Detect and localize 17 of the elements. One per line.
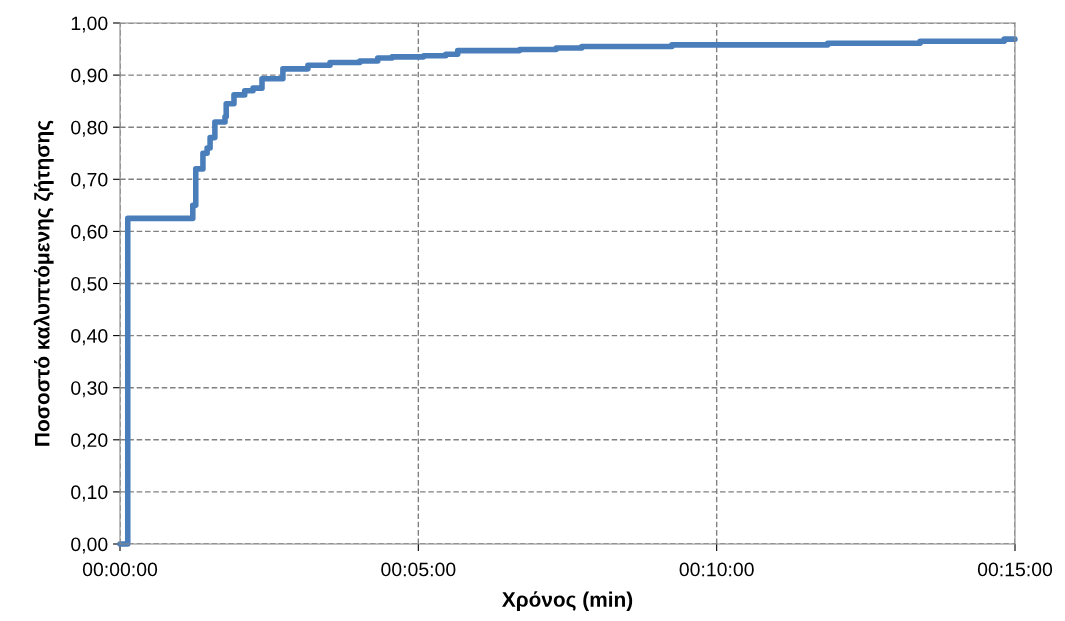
x-axis-title: Χρόνος (min) — [502, 591, 633, 611]
x-tick-label: 00:10:00 — [679, 562, 754, 577]
y-tick-label: 0,30 — [71, 381, 108, 398]
y-tick-label: 0,60 — [71, 224, 108, 241]
y-tick-label: 0,80 — [71, 120, 108, 137]
y-tick-label: 0,10 — [71, 485, 108, 502]
y-tick-label: 0,50 — [71, 276, 108, 294]
y-tick-label: 0,40 — [71, 329, 108, 346]
y-tick-label: 0,00 — [71, 537, 108, 554]
y-tick-label: 1,00 — [71, 16, 108, 33]
x-tick-label: 00:15:00 — [977, 562, 1053, 577]
y-axis-title: Ποσοστό καλυπτόμενης ζήτησης — [33, 120, 54, 446]
x-tick-label: 00:05:00 — [381, 562, 456, 577]
x-tick-label: 00:00:00 — [82, 562, 158, 577]
y-tick-label: 0,20 — [71, 433, 108, 450]
y-tick-label: 0,90 — [71, 68, 108, 85]
y-tick-label: 0,70 — [71, 172, 108, 189]
